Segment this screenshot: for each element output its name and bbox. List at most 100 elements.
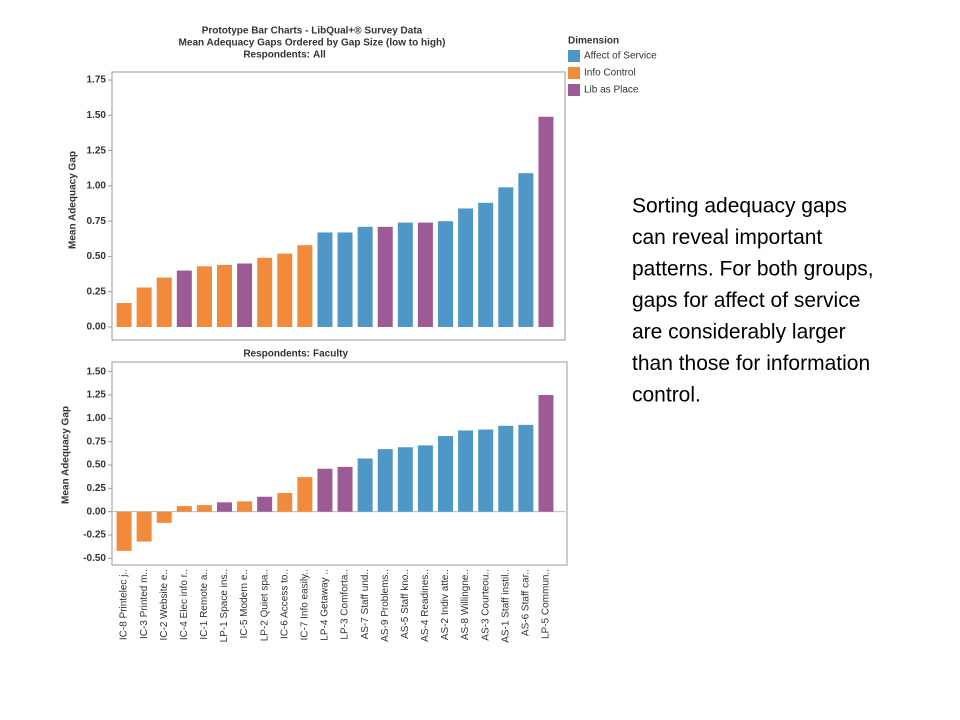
note-line: are considerably larger <box>632 321 846 344</box>
bar <box>417 222 433 327</box>
x-tick-label: AS-2 Indiv atte.. <box>440 569 451 640</box>
x-tick-label: IC-2 Website e.. <box>159 569 170 641</box>
y-tick-label: 1.75 <box>87 75 107 86</box>
y-tick-label: 0.00 <box>87 506 107 517</box>
bar <box>478 202 494 327</box>
legend-title: Dimension <box>568 36 619 47</box>
note-line: patterns. For both groups, <box>632 258 874 281</box>
bar <box>478 429 494 512</box>
y-tick-label: 1.25 <box>87 390 107 401</box>
legend-label: Info Control <box>584 68 636 79</box>
x-tick-label: AS-4 Readines.. <box>420 569 431 642</box>
bar <box>377 449 393 512</box>
bar <box>317 232 333 327</box>
x-tick-label: IC-1 Remote a.. <box>199 569 210 640</box>
bar <box>317 468 333 512</box>
x-tick-label: IC-8 Printelec j.. <box>119 569 130 640</box>
bar <box>196 266 212 327</box>
x-tick-label: AS-9 Problems.. <box>380 569 391 642</box>
x-tick-label: LP-5 Commun.. <box>541 569 552 639</box>
bar <box>538 395 554 512</box>
x-tick-label: LP-1 Space ins.. <box>219 569 230 642</box>
x-tick-label: AS-3 Courteou.. <box>480 569 491 641</box>
bar <box>196 505 212 512</box>
chart-subtitle: Mean Adequacy Gaps Ordered by Gap Size (… <box>179 38 446 49</box>
bar <box>498 187 514 327</box>
legend-swatch <box>568 50 580 62</box>
bottom-frame <box>111 361 568 566</box>
bar <box>176 506 192 512</box>
note-line: control. <box>632 384 701 407</box>
chart-title: Prototype Bar Charts - LibQual+® Survey … <box>202 26 423 37</box>
bar <box>518 424 534 512</box>
respondents: Faculty <box>313 349 348 360</box>
top-frame <box>111 71 566 341</box>
y-tick-label: 0.50 <box>87 460 107 471</box>
y-tick-label: 0.75 <box>87 216 107 227</box>
y-tick-label: 0.25 <box>87 483 107 494</box>
bar <box>116 511 132 551</box>
y-tick-label: 1.00 <box>87 413 107 424</box>
bar <box>438 436 453 512</box>
bar <box>156 511 172 523</box>
bar <box>357 458 373 512</box>
bar <box>277 493 293 512</box>
x-tick-label: LP-2 Quiet spa.. <box>259 569 270 641</box>
legend-label: Lib as Place <box>584 85 639 96</box>
bar <box>257 257 273 327</box>
y-tick-label: -0.25 <box>83 530 106 541</box>
y-tick-label: 0.50 <box>87 251 107 262</box>
x-tick-label: AS-6 Staff car.. <box>521 569 532 636</box>
x-tick-label: IC-4 Elec info r.. <box>179 569 190 640</box>
note-line: than those for information <box>632 352 870 375</box>
x-tick-label: LP-3 Comforta.. <box>340 569 351 640</box>
bar <box>136 511 152 542</box>
bar <box>176 270 192 327</box>
y-tick-label: 0.00 <box>87 322 107 333</box>
x-tick-label: LP-4 Getaway .. <box>320 569 331 641</box>
y-tick-label: 1.00 <box>87 181 107 192</box>
bar <box>458 430 474 512</box>
y-tick-label: 0.25 <box>87 286 107 297</box>
bar <box>116 303 132 327</box>
y-axis-title: Mean Adequacy Gap <box>61 406 72 504</box>
bar <box>297 477 313 512</box>
bar <box>397 222 413 327</box>
x-tick-label: IC-6 Access to.. <box>279 569 290 639</box>
bar <box>357 226 373 327</box>
respondents-label: Respondents: <box>243 349 310 360</box>
bar <box>417 445 433 512</box>
bar <box>277 253 293 327</box>
bar <box>498 425 514 512</box>
x-tick-label: AS-1 Staff instil.. <box>500 569 511 643</box>
bar <box>217 502 232 512</box>
y-tick-label: 1.50 <box>87 366 107 377</box>
bar <box>297 245 313 327</box>
y-axis-title: Mean Adequacy Gap <box>68 151 79 249</box>
y-tick-label: 1.50 <box>87 110 107 121</box>
bar <box>538 116 554 327</box>
x-tick-label: AS-8 Willingne.. <box>460 569 471 640</box>
note: Sorting adequacy gaps can reveal importan… <box>632 195 874 407</box>
bar <box>518 173 534 327</box>
respondents: All <box>313 50 326 61</box>
bar <box>257 496 273 512</box>
bar <box>237 501 253 512</box>
y-tick-label: -0.50 <box>83 553 106 564</box>
x-tick-label: AS-5 Staff kno.. <box>400 569 411 639</box>
bar <box>156 277 172 327</box>
bar <box>458 208 474 327</box>
note-line: gaps for affect of service <box>632 289 860 312</box>
bar <box>377 226 393 327</box>
x-tick-label: IC-5 Modern e.. <box>239 569 250 638</box>
y-tick-label: 0.75 <box>87 436 107 447</box>
y-tick-label: 1.25 <box>87 145 107 156</box>
x-tick-label: AS-7 Staff und.. <box>360 569 371 639</box>
legend-swatch <box>568 84 580 96</box>
bar <box>337 232 353 327</box>
legend-swatch <box>568 67 580 79</box>
respondents-label: Respondents: <box>243 50 310 61</box>
bar <box>337 466 353 512</box>
legend-label: Affect of Service <box>584 51 657 62</box>
